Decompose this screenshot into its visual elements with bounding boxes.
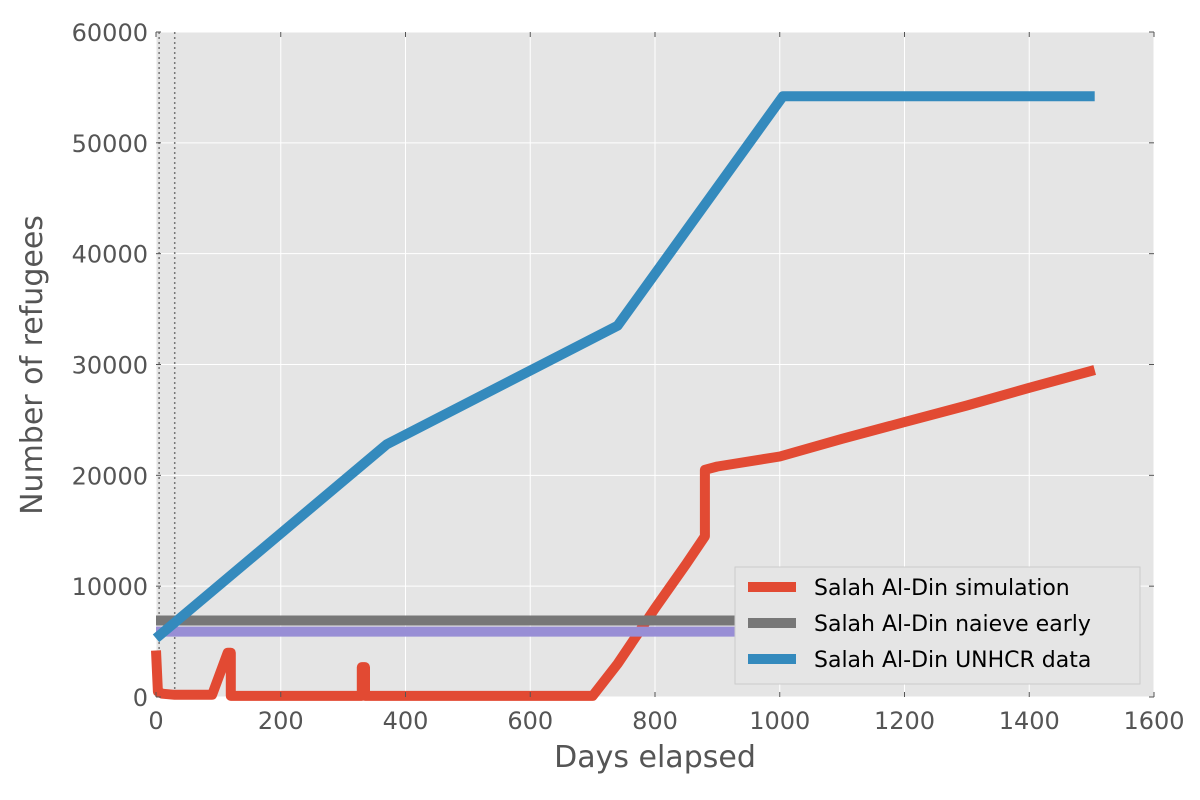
x-axis-label: Days elapsed <box>554 740 756 775</box>
y-tick-label: 10000 <box>72 573 148 601</box>
y-tick-label: 30000 <box>72 352 148 380</box>
x-tick-label: 800 <box>632 707 678 735</box>
y-tick-label: 20000 <box>72 462 148 490</box>
y-tick-label: 50000 <box>72 130 148 158</box>
y-tick-label: 60000 <box>72 19 148 47</box>
legend-label-unhcr-data: Salah Al-Din UNHCR data <box>814 648 1091 673</box>
y-tick-label: 40000 <box>72 241 148 269</box>
x-tick-label: 1000 <box>749 707 810 735</box>
legend: Salah Al-Din simulation Salah Al-Din nai… <box>734 566 1141 685</box>
x-tick-label: 1600 <box>1123 707 1184 735</box>
x-tick-label: 400 <box>383 707 429 735</box>
legend-label-simulation: Salah Al-Din simulation <box>814 576 1070 601</box>
x-tick-label: 600 <box>507 707 553 735</box>
axis-ticks: 0 200 400 600 800 1000 1200 1400 1600 0 10000 20000… <box>72 19 1185 735</box>
series-line-0 <box>151 365 1097 701</box>
x-tick-label: 1200 <box>874 707 935 735</box>
x-tick-label: 0 <box>148 707 163 735</box>
series-line-3 <box>152 91 1095 643</box>
y-axis-label: Number of refugees <box>15 215 50 515</box>
y-tick-label: 0 <box>133 684 148 712</box>
legend-label-naieve-early: Salah Al-Din naieve early <box>814 612 1091 637</box>
legend-box <box>734 566 1141 685</box>
x-tick-label: 1400 <box>999 707 1060 735</box>
x-tick-label: 200 <box>258 707 304 735</box>
